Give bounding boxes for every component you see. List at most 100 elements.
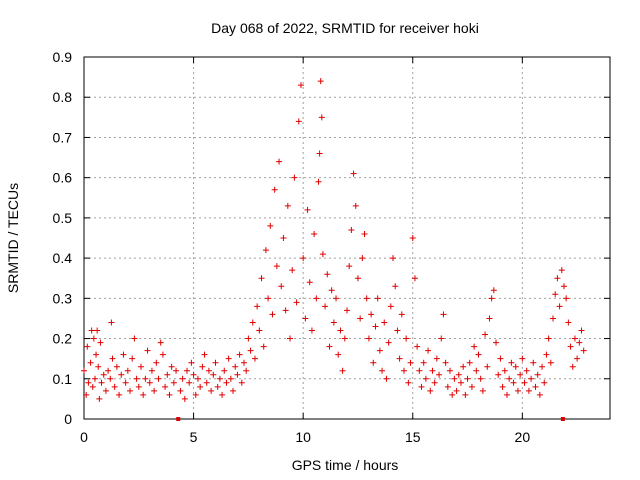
data-point: [116, 391, 123, 398]
data-point: [462, 391, 469, 398]
data-point: [197, 383, 204, 390]
data-point: [87, 359, 94, 366]
data-point: [262, 247, 269, 254]
data-point: [271, 186, 278, 193]
data-point: [216, 375, 223, 382]
data-point: [249, 319, 256, 326]
data-point: [580, 347, 587, 354]
data-point: [170, 379, 177, 386]
data-point: [184, 367, 191, 374]
data-point: [176, 417, 181, 421]
data-point: [287, 335, 294, 342]
data-point: [300, 255, 307, 262]
y-tick-label: 0.7: [53, 129, 73, 145]
data-point: [490, 287, 497, 294]
x-tick-label: 0: [80, 429, 88, 445]
data-point: [223, 379, 230, 386]
data-point: [506, 375, 513, 382]
data-point: [186, 379, 193, 386]
data-point: [179, 375, 186, 382]
data-point: [534, 371, 541, 378]
data-point: [162, 383, 169, 390]
data-point: [429, 367, 436, 374]
data-point: [240, 359, 247, 366]
data-point: [236, 351, 243, 358]
data-point: [118, 371, 125, 378]
data-point: [420, 359, 427, 366]
data-point: [316, 150, 323, 157]
data-point: [96, 395, 103, 402]
data-point: [451, 375, 458, 382]
data-point: [102, 387, 109, 394]
x-tick-label: 10: [295, 429, 311, 445]
data-point: [468, 383, 475, 390]
data-point: [90, 335, 97, 342]
data-point: [319, 251, 326, 258]
data-point: [475, 351, 482, 358]
data-point: [411, 275, 418, 282]
data-point: [407, 359, 414, 366]
data-point: [530, 359, 537, 366]
data-point: [127, 387, 134, 394]
data-point: [416, 367, 423, 374]
data-point: [251, 355, 258, 362]
data-point: [219, 391, 226, 398]
data-point: [433, 355, 440, 362]
data-point: [111, 383, 118, 390]
data-point: [473, 367, 480, 374]
data-point: [293, 299, 300, 306]
data-point: [181, 395, 188, 402]
data-point: [265, 295, 272, 302]
data-point: [157, 339, 164, 346]
x-axis-label: GPS time / hours: [292, 457, 399, 473]
data-point: [230, 387, 237, 394]
data-point: [190, 371, 197, 378]
data-point: [442, 359, 449, 366]
chart-title: Day 068 of 2022, SRMTID for receiver hok…: [211, 20, 479, 36]
data-point: [291, 174, 298, 181]
data-point: [212, 359, 219, 366]
data-point: [166, 391, 173, 398]
data-point: [129, 355, 136, 362]
data-point: [289, 267, 296, 274]
data-point: [565, 319, 572, 326]
data-point: [328, 287, 335, 294]
data-point: [414, 343, 421, 350]
data-point: [499, 383, 506, 390]
data-point: [232, 363, 239, 370]
data-point: [258, 275, 265, 282]
data-point: [436, 371, 443, 378]
data-point: [155, 375, 162, 382]
data-point: [422, 375, 429, 382]
data-point: [214, 383, 221, 390]
data-point: [543, 351, 550, 358]
data-point: [318, 114, 325, 121]
data-point: [390, 255, 397, 262]
data-point: [403, 335, 410, 342]
grid: [84, 57, 610, 419]
data-point: [512, 363, 519, 370]
x-tick-label: 20: [515, 429, 531, 445]
data-point: [177, 387, 184, 394]
data-point: [276, 158, 283, 165]
data-point: [449, 391, 456, 398]
data-point: [545, 335, 552, 342]
data-point: [501, 367, 508, 374]
data-point: [322, 303, 329, 310]
data-point: [354, 275, 361, 282]
y-tick-label: 0.5: [53, 210, 73, 226]
data-point: [159, 351, 166, 358]
data-point: [81, 367, 87, 374]
data-point: [140, 391, 147, 398]
data-point: [425, 347, 432, 354]
data-point: [488, 295, 495, 302]
data-point: [137, 363, 144, 370]
data-point: [208, 387, 215, 394]
data-point: [151, 387, 158, 394]
data-point: [523, 367, 530, 374]
data-point: [541, 379, 548, 386]
data-point: [528, 375, 535, 382]
axes: [83, 56, 611, 420]
data-point: [135, 383, 142, 390]
